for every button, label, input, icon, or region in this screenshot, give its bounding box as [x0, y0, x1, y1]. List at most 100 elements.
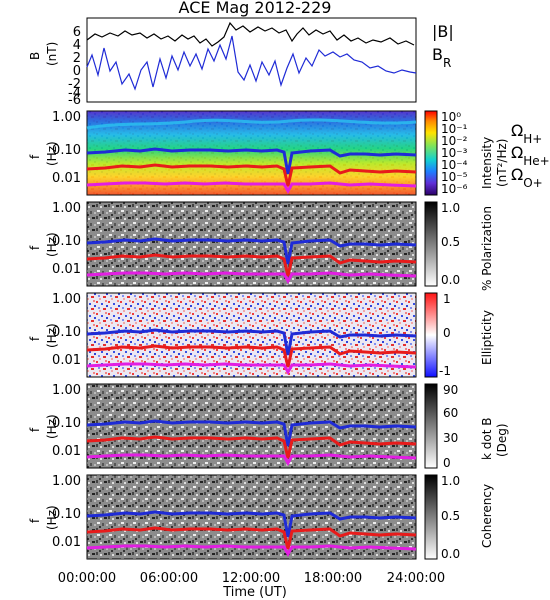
x-axis-label: Time (UT): [222, 585, 287, 600]
panel-b-field: B (nT) 6 4 2 0 -2 -4 -6 |B| BR: [28, 17, 454, 108]
polarization-colorbar-tick-1: 1.0: [441, 201, 460, 215]
panel-2-ytick-3: 0.01: [52, 171, 81, 186]
panel-6-ylabel-line-2: (Hz): [45, 505, 59, 530]
panel-4-ytick-2: 0.10: [52, 325, 81, 340]
panel-1-ylabel-line-2: (nT): [45, 42, 59, 66]
panel-2-ytick-1: 1.00: [52, 110, 81, 125]
panel-coherency: f (Hz) 1.00 0.10 0.01 1.0 0.5 0.0 Cohere…: [28, 474, 494, 561]
x-tick-5: 24:00:00: [387, 571, 445, 586]
polarization-colorbar-tick-2: 0.5: [441, 235, 460, 249]
panel-intensity: f (Hz) 1.00 0.10 0.01 10⁰ 10⁻¹ 10⁻² 10⁻³…: [28, 110, 550, 196]
coherency-he-plus-line: [86, 526, 417, 550]
x-tick-1: 00:00:00: [58, 571, 116, 586]
intensity-h-plus-line: [86, 147, 417, 175]
panel-5-ytick-2: 0.10: [52, 416, 81, 431]
coherency-colorbar-label: Coherency: [480, 484, 494, 548]
ellipticity-o-plus-line: [86, 362, 417, 376]
ellipticity-colorbar-tick-3: -1: [439, 364, 451, 378]
k-dot-b-h-plus-line: [86, 419, 417, 447]
k-dot-b-colorbar-tick-3: 30: [443, 431, 458, 445]
k-dot-b-colorbar-tick-1: 90: [443, 383, 458, 397]
panel-3-ytick-3: 0.01: [52, 262, 81, 277]
legend-o-plus: ΩO+: [511, 165, 543, 190]
x-tick-4: 18:00:00: [304, 571, 362, 586]
intensity-he-plus-line: [86, 163, 417, 187]
panel-4-ytick-1: 1.00: [52, 292, 81, 307]
panel-3-ylabel-line-1: f: [28, 245, 42, 250]
polarization-he-plus-line: [86, 253, 417, 277]
ellipticity-h-plus-line: [86, 328, 417, 356]
panel-1-ytick-2: 4: [73, 38, 81, 53]
panel-4-ylabel-line-2: (Hz): [45, 323, 59, 348]
panel-6-ytick-2: 0.10: [52, 507, 81, 522]
k-dot-b-colorbar: [424, 383, 438, 469]
panel-4-ylabel-line-1: f: [28, 336, 42, 341]
panel-6-ytick-1: 1.00: [52, 474, 81, 489]
panel-ellipticity: f (Hz) 1.00 0.10 0.01 1 0 -1 Ellipticity: [28, 292, 494, 378]
ellipticity-he-plus-line: [86, 344, 417, 368]
panel-2-ylabel-line-1: f: [28, 154, 42, 159]
panel-6-ytick-3: 0.01: [52, 535, 81, 550]
panel-5-ytick-3: 0.01: [52, 444, 81, 459]
coherency-colorbar-tick-3: 0.0: [441, 547, 460, 561]
k-dot-b-colorbar-tick-4: 0: [443, 456, 451, 470]
intensity-o-plus-line: [86, 181, 417, 195]
legend-b-radial: BR: [432, 45, 451, 70]
polarization-h-plus-line: [86, 237, 417, 265]
panel-polarization: f (Hz) 1.00 0.10 0.01 1.0 0.5 0.0 % Pola…: [28, 201, 494, 291]
panel-2-ylabel-line-2: (Hz): [45, 141, 59, 166]
intensity-colorbar-tick-6: 10⁻⁵: [441, 170, 468, 184]
polarization-colorbar-label: % Polarization: [480, 206, 494, 291]
panel-1-ytick-3: 2: [73, 51, 81, 66]
legend-b-magnitude: |B|: [432, 22, 454, 41]
panel-3-ytick-2: 0.10: [52, 234, 81, 249]
panel-5-ylabel-line-1: f: [28, 427, 42, 432]
panel-5-ylabel-line-2: (Hz): [45, 414, 59, 439]
panel-1-ytick-6: -4: [68, 86, 81, 101]
panel-1-ylabel-line-1: B: [28, 52, 42, 60]
panel-4-ytick-3: 0.01: [52, 353, 81, 368]
intensity-colorbar-tick-2: 10⁻¹: [441, 122, 468, 136]
coherency-colorbar-tick-2: 0.5: [441, 509, 460, 523]
k-dot-b-colorbar-label-line-2: (Deg): [495, 423, 509, 457]
coherency-colorbar-tick-1: 1.0: [441, 474, 460, 488]
panel-1-ytick-5: -2: [68, 77, 81, 92]
panel-k-dot-b: f (Hz) 1.00 0.10 0.01 90 60 30 0 k dot B…: [28, 383, 509, 470]
k-dot-b-o-plus-line: [86, 453, 417, 467]
x-tick-2: 06:00:00: [140, 571, 198, 586]
panel-3-ytick-1: 1.00: [52, 201, 81, 216]
x-tick-3: 12:00:00: [222, 571, 280, 586]
b-magnitude-series: [86, 21, 415, 47]
k-dot-b-colorbar-tick-2: 60: [443, 406, 458, 420]
intensity-colorbar-tick-4: 10⁻³: [441, 146, 468, 160]
polarization-colorbar: [424, 201, 438, 287]
intensity-colorbar-label-line-1: Intensity: [480, 137, 494, 189]
coherency-colorbar: [424, 474, 438, 560]
k-dot-b-colorbar-label-line-1: k dot B: [480, 418, 494, 460]
coherency-h-plus-line: [86, 510, 417, 538]
polarization-o-plus-line: [86, 271, 417, 285]
panel-1-ytick-1: 6: [73, 25, 81, 40]
panel-1-ytick-4: 0: [73, 64, 81, 79]
panel-5-ytick-1: 1.00: [52, 383, 81, 398]
coherency-o-plus-line: [86, 544, 417, 558]
ellipticity-colorbar-label: Ellipticity: [480, 310, 494, 365]
intensity-upper-band: [86, 118, 417, 130]
intensity-colorbar-tick-5: 10⁻⁴: [441, 158, 468, 172]
k-dot-b-he-plus-line: [86, 435, 417, 459]
ellipticity-colorbar: [424, 292, 438, 378]
panel-2-ytick-2: 0.10: [52, 143, 81, 158]
panel-6-ylabel-line-1: f: [28, 518, 42, 523]
intensity-colorbar-label-line-2: (nT²/Hz): [495, 139, 509, 187]
b-radial-series: [86, 35, 417, 91]
polarization-colorbar-tick-3: 0.0: [441, 273, 460, 287]
ellipticity-colorbar-tick-1: 1: [443, 292, 451, 306]
panel-3-ylabel-line-2: (Hz): [45, 232, 59, 257]
chart-title: ACE Mag 2012-229: [179, 0, 332, 17]
panel-1-ytick-7: -6: [68, 93, 81, 108]
intensity-colorbar-tick-1: 10⁰: [441, 110, 461, 124]
intensity-colorbar-tick-7: 10⁻⁶: [441, 182, 468, 196]
intensity-colorbar: [424, 110, 438, 196]
ellipticity-colorbar-tick-2: 0: [443, 326, 451, 340]
